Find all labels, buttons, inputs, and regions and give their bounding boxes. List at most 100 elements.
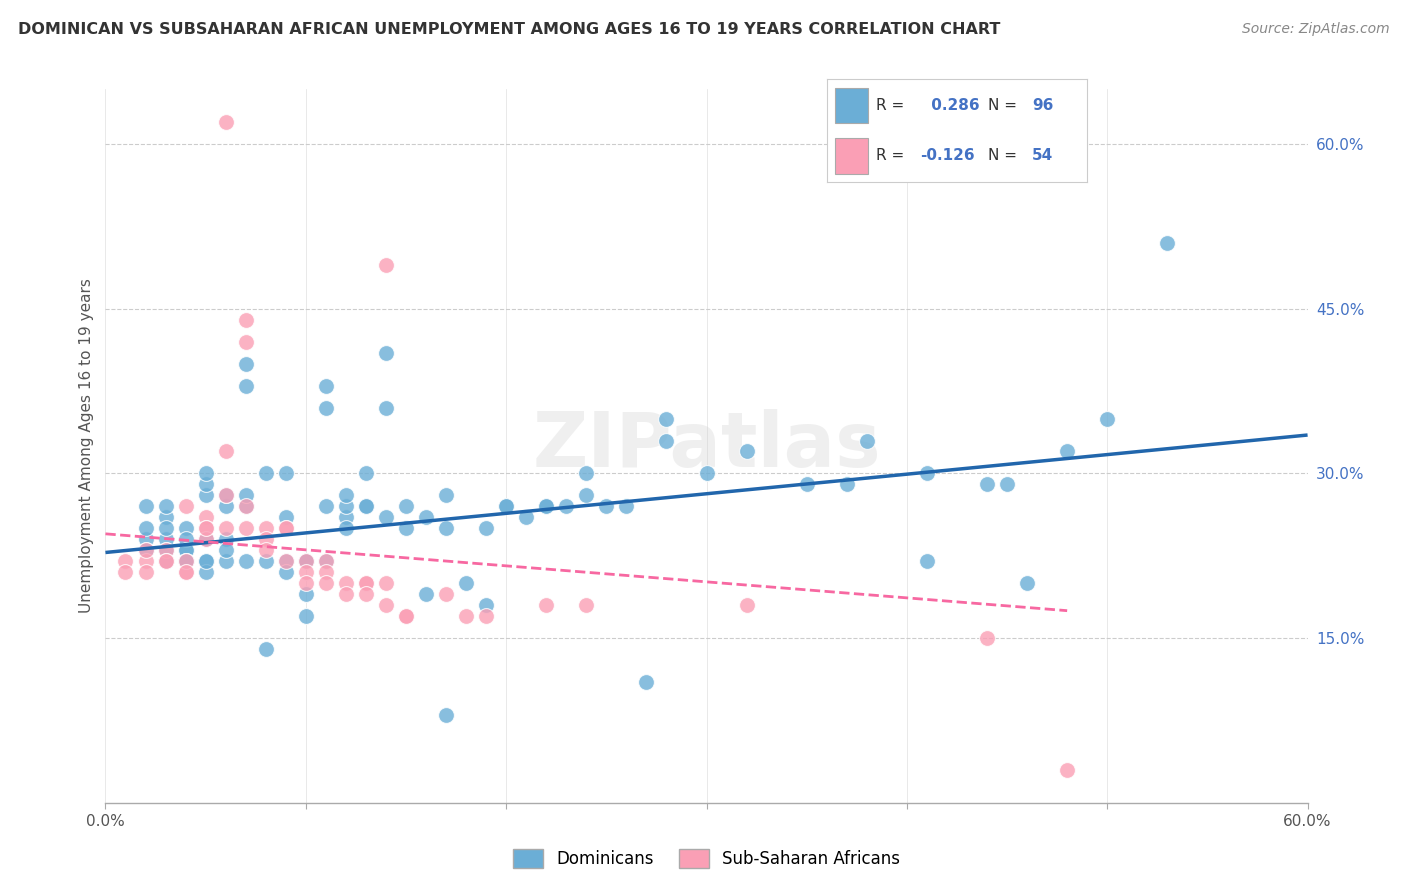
Point [135, 566, 157, 580]
Point [214, 533, 236, 547]
Point [194, 566, 217, 580]
Legend: Dominicans, Sub-Saharan Africans: Dominicans, Sub-Saharan Africans [505, 840, 908, 877]
Point [194, 488, 217, 502]
Point [194, 467, 217, 481]
Point [174, 554, 197, 568]
Point [235, 334, 257, 349]
Point [214, 521, 236, 535]
Point [1156, 235, 1178, 250]
Point [315, 378, 337, 392]
Point [855, 434, 877, 448]
Point [354, 500, 377, 514]
Point [374, 258, 398, 272]
Point [354, 576, 377, 591]
Point [174, 566, 197, 580]
Point [235, 500, 257, 514]
Point [1056, 444, 1078, 458]
Point [534, 500, 557, 514]
Point [735, 444, 758, 458]
Point [374, 401, 398, 415]
Y-axis label: Unemployment Among Ages 16 to 19 years: Unemployment Among Ages 16 to 19 years [79, 278, 94, 614]
Point [235, 521, 257, 535]
Point [354, 576, 377, 591]
Point [155, 533, 177, 547]
Point [174, 554, 197, 568]
Point [155, 554, 177, 568]
Point [335, 521, 357, 535]
Bar [835, 138, 869, 174]
Point [194, 477, 217, 491]
Point [135, 533, 157, 547]
Point [534, 598, 557, 612]
Point [1097, 411, 1119, 425]
Point [495, 500, 517, 514]
Point [295, 587, 318, 601]
Point [434, 708, 457, 723]
Point [475, 521, 498, 535]
Point [976, 477, 998, 491]
Point [595, 500, 617, 514]
Point [235, 488, 257, 502]
Point [174, 554, 197, 568]
Point [374, 576, 398, 591]
Point [315, 554, 337, 568]
Point [434, 488, 457, 502]
Point [135, 554, 157, 568]
Point [254, 642, 277, 657]
Text: 96: 96 [1032, 98, 1053, 113]
Text: DOMINICAN VS SUBSAHARAN AFRICAN UNEMPLOYMENT AMONG AGES 16 TO 19 YEARS CORRELATI: DOMINICAN VS SUBSAHARAN AFRICAN UNEMPLOY… [18, 22, 1001, 37]
Point [295, 609, 318, 624]
Point [155, 554, 177, 568]
Point [174, 566, 197, 580]
Point [335, 587, 357, 601]
Point [354, 467, 377, 481]
Point [976, 631, 998, 645]
Point [616, 500, 638, 514]
Text: -0.126: -0.126 [921, 148, 974, 163]
Point [135, 500, 157, 514]
Point [395, 609, 418, 624]
Point [495, 500, 517, 514]
Point [114, 566, 136, 580]
Point [915, 554, 938, 568]
Bar [835, 87, 869, 123]
Point [155, 543, 177, 558]
Text: Source: ZipAtlas.com: Source: ZipAtlas.com [1241, 22, 1389, 37]
Point [575, 488, 598, 502]
Point [335, 576, 357, 591]
Point [315, 401, 337, 415]
Point [274, 554, 297, 568]
Point [235, 378, 257, 392]
Point [534, 500, 557, 514]
Point [174, 543, 197, 558]
Point [315, 566, 337, 580]
Point [434, 587, 457, 601]
Point [155, 521, 177, 535]
Point [575, 598, 598, 612]
Point [235, 312, 257, 326]
Point [214, 444, 236, 458]
Point [395, 521, 418, 535]
Point [295, 554, 318, 568]
Point [214, 554, 236, 568]
Point [575, 467, 598, 481]
Point [114, 554, 136, 568]
Point [335, 510, 357, 524]
Point [1056, 763, 1078, 777]
Point [274, 521, 297, 535]
Point [796, 477, 818, 491]
Point [335, 500, 357, 514]
Point [374, 345, 398, 359]
Point [274, 467, 297, 481]
Point [995, 477, 1018, 491]
Point [235, 500, 257, 514]
Point [135, 521, 157, 535]
Point [135, 543, 157, 558]
Point [475, 609, 498, 624]
Text: N =: N = [988, 98, 1022, 113]
Point [335, 488, 357, 502]
Point [515, 510, 537, 524]
Point [155, 554, 177, 568]
Point [254, 521, 277, 535]
Point [235, 357, 257, 371]
